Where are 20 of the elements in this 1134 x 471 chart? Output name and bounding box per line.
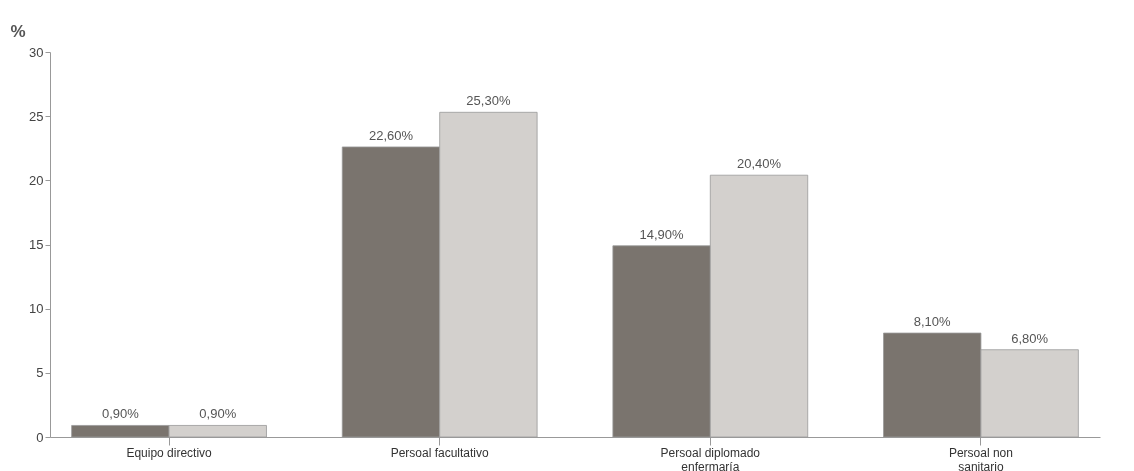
y-axis-title: % <box>10 21 26 41</box>
data-label: 0,90% <box>199 406 237 422</box>
data-label: 0,90% <box>101 406 140 422</box>
data-label: 25,30% <box>466 93 511 109</box>
data-label: 22,60% <box>368 127 414 143</box>
y-tick-label: 20 <box>29 172 44 188</box>
data-label: 6,80% <box>1011 330 1049 346</box>
y-tick-label: 30 <box>29 44 44 60</box>
x-tick-label: Equipo directivo <box>126 445 213 460</box>
y-tick-label: 10 <box>29 301 44 317</box>
x-tick-label: Persoal facultativo <box>390 445 490 460</box>
data-label: 20,40% <box>736 156 782 172</box>
y-tick-label: 0 <box>36 429 44 445</box>
y-tick-label: 15 <box>29 237 44 252</box>
x-tick-label: Persoal diplomado enfermaría <box>660 445 761 471</box>
y-tick-label: 5 <box>36 365 44 381</box>
x-tick-label: Persoal non sanitario <box>948 445 1013 471</box>
y-tick-label: 25 <box>29 108 44 124</box>
data-label: 8,10% <box>913 314 952 330</box>
data-label: 14,90% <box>639 226 685 242</box>
